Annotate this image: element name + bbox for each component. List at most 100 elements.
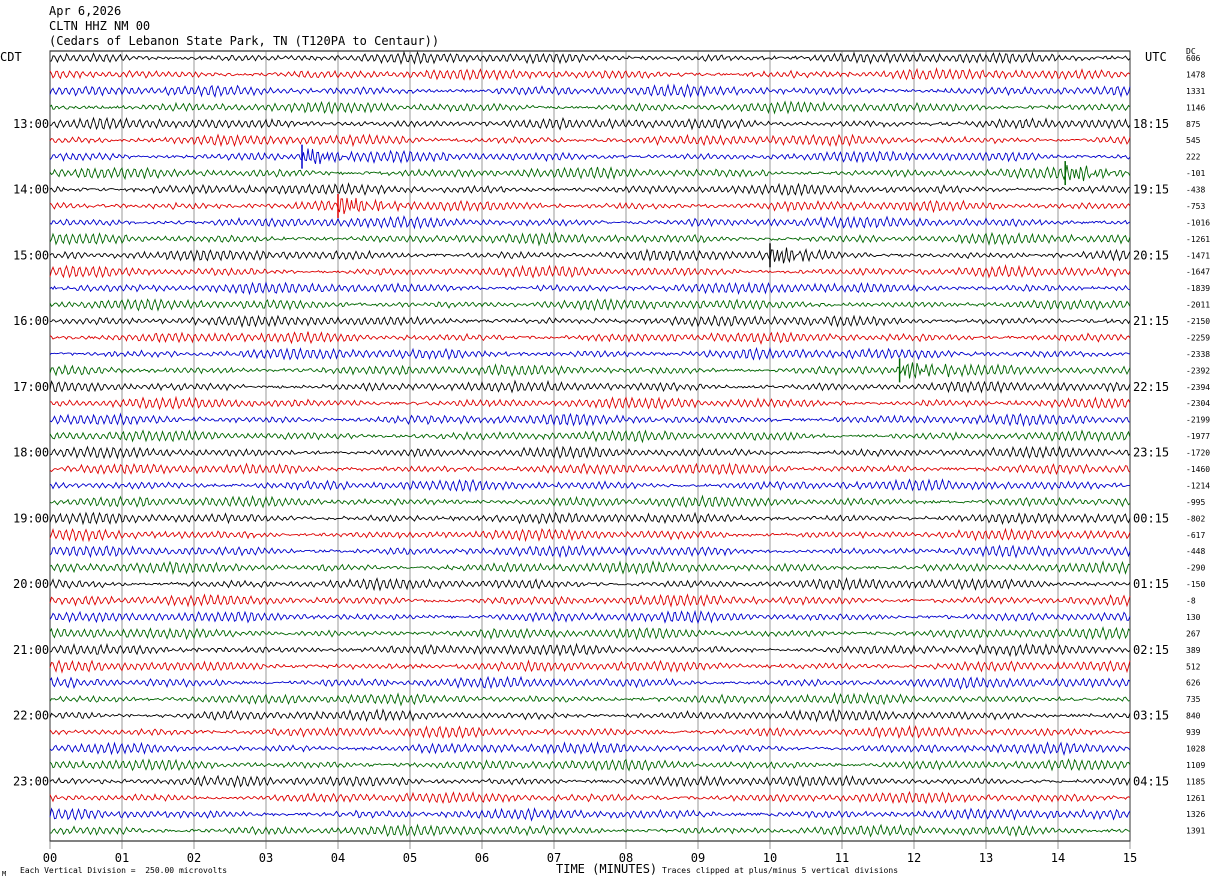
x-tick-label: 04 <box>331 851 345 865</box>
dc-offset-label: 1261 <box>1186 794 1205 803</box>
dc-offset-label: 606 <box>1186 54 1201 63</box>
dc-offset-label: -2392 <box>1186 366 1210 375</box>
right-hour-label: 03:15 <box>1133 709 1169 723</box>
dc-offset-label: 735 <box>1186 695 1201 704</box>
trace-20 <box>49 379 1131 394</box>
dc-offset-label: 1146 <box>1186 103 1205 112</box>
trace-33 <box>49 593 1131 608</box>
x-tick-label: 12 <box>907 851 921 865</box>
trace-22 <box>49 412 1131 428</box>
corner-mark: M <box>2 870 7 878</box>
dc-offset-label: -753 <box>1186 202 1205 211</box>
trace-1 <box>49 66 1131 81</box>
trace-21 <box>49 395 1131 411</box>
dc-offset-label: -617 <box>1186 531 1205 540</box>
left-hour-label: 18:00 <box>13 446 49 460</box>
trace-27 <box>49 494 1131 509</box>
dc-offset-label: -1460 <box>1186 465 1210 474</box>
right-hour-label: 18:15 <box>1133 117 1169 131</box>
left-timezone-label: CDT <box>0 50 22 64</box>
trace-3 <box>49 100 1131 115</box>
left-hour-label: 22:00 <box>13 709 49 723</box>
left-hour-label: 21:00 <box>13 643 49 657</box>
dc-offset-label: -2394 <box>1186 383 1210 392</box>
x-tick-label: 09 <box>691 851 705 865</box>
trace-46 <box>49 807 1131 822</box>
trace-8 <box>49 182 1130 197</box>
dc-offset-label: -1261 <box>1186 235 1210 244</box>
trace-15 <box>49 297 1131 312</box>
dc-offset-label: -1647 <box>1186 268 1210 277</box>
left-hour-label: 16:00 <box>13 314 49 328</box>
left-hour-label: 13:00 <box>13 117 49 131</box>
trace-13 <box>49 264 1131 279</box>
dc-offset-label: -2150 <box>1186 317 1210 326</box>
x-tick-label: 02 <box>187 851 201 865</box>
dc-offset-label: -8 <box>1186 597 1196 606</box>
trace-4 <box>49 116 1131 131</box>
dc-offset-label: 1331 <box>1186 87 1205 96</box>
dc-offset-label: 545 <box>1186 136 1201 145</box>
dc-offset-label: 1109 <box>1186 761 1205 770</box>
trace-36 <box>49 642 1131 658</box>
dc-offset-label: -150 <box>1186 580 1205 589</box>
dc-offset-label: 389 <box>1186 646 1201 655</box>
dc-offset-label: -2199 <box>1186 416 1210 425</box>
right-hour-label: 02:15 <box>1133 643 1169 657</box>
trace-32 <box>49 577 1131 592</box>
trace-47 <box>49 823 1131 838</box>
x-tick-label: 00 <box>43 851 57 865</box>
trace-28 <box>49 511 1131 526</box>
right-hour-label: 19:15 <box>1133 183 1169 197</box>
dc-offset-label: 222 <box>1186 153 1201 162</box>
dc-offset-label: 267 <box>1186 629 1201 638</box>
plot-date: Apr 6,2026 <box>49 4 122 18</box>
x-tick-label: 01 <box>115 851 129 865</box>
x-tick-label: 15 <box>1123 851 1137 865</box>
trace-34 <box>49 609 1131 625</box>
left-hour-label: 15:00 <box>13 248 49 262</box>
dc-offset-label: -438 <box>1186 186 1205 195</box>
trace-7 <box>49 165 1131 182</box>
trace-45 <box>49 790 1131 805</box>
left-hour-label: 20:00 <box>13 577 49 591</box>
left-hour-label: 19:00 <box>13 511 49 525</box>
right-hour-label: 04:15 <box>1133 774 1169 788</box>
right-timezone-label: UTC <box>1145 50 1167 64</box>
vertical-scale-note: Each Vertical Division = 250.00 microvol… <box>20 866 228 875</box>
trace-30 <box>49 544 1131 559</box>
trace-24 <box>49 445 1131 460</box>
trace-29 <box>49 527 1131 543</box>
x-tick-label: 11 <box>835 851 849 865</box>
dc-offset-label: -1977 <box>1186 432 1210 441</box>
dc-offset-label: -2259 <box>1186 333 1210 342</box>
trace-10 <box>49 215 1131 230</box>
dc-offset-label: 626 <box>1186 679 1201 688</box>
dc-offset-label: -1471 <box>1186 251 1210 260</box>
dc-offset-label: 875 <box>1186 120 1201 129</box>
clip-note: Traces clipped at plus/minus 5 vertical … <box>662 866 899 875</box>
trace-11 <box>49 231 1131 247</box>
dc-offset-label: -1839 <box>1186 284 1210 293</box>
trace-35 <box>49 626 1131 641</box>
right-hour-label: 00:15 <box>1133 511 1169 525</box>
station-code: CLTN HHZ NM 00 <box>49 19 151 33</box>
dc-offset-label: 939 <box>1186 728 1201 737</box>
x-tick-label: 13 <box>979 851 993 865</box>
dc-offset-label: -448 <box>1186 547 1205 556</box>
left-hour-label: 17:00 <box>13 380 49 394</box>
dc-offset-label: -1720 <box>1186 449 1210 458</box>
dc-offset-label: 1391 <box>1186 827 1205 836</box>
trace-41 <box>49 724 1131 739</box>
right-hour-label: 23:15 <box>1133 446 1169 460</box>
trace-44 <box>49 774 1131 789</box>
x-tick-label: 06 <box>475 851 489 865</box>
trace-2 <box>49 83 1131 98</box>
trace-43 <box>49 758 1131 772</box>
trace-6 <box>49 148 1131 165</box>
dc-offset-label: 1478 <box>1186 70 1205 79</box>
right-hour-label: 01:15 <box>1133 577 1169 591</box>
trace-25 <box>49 462 1131 476</box>
dc-offset-label: -2304 <box>1186 399 1210 408</box>
dc-offset-label: 1185 <box>1186 777 1205 786</box>
